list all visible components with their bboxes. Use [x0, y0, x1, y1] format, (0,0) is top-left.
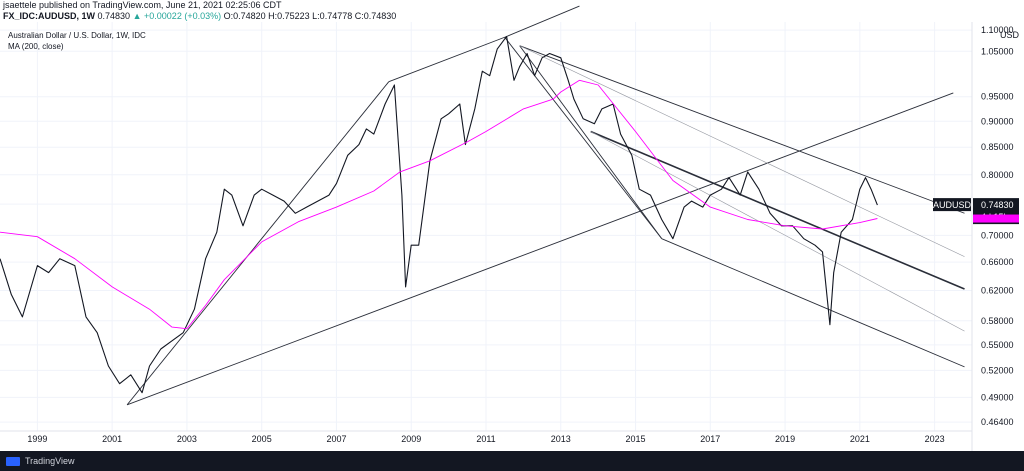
last-price: 0.74830: [97, 11, 131, 21]
ma-price-tag: [973, 214, 1019, 223]
y-tick-label: 0.58000: [981, 316, 1014, 326]
change-icon: ▲: [132, 11, 142, 21]
y-tick-label: 1.10000: [981, 25, 1014, 35]
x-tick-label: 2019: [775, 434, 795, 444]
x-tick-label: 2015: [626, 434, 646, 444]
trendline: [126, 81, 390, 406]
x-tick-label: 2003: [177, 434, 197, 444]
symbol-tag-bg: [933, 198, 971, 212]
legend-title: Australian Dollar / U.S. Dollar, 1W, IDC: [8, 31, 146, 40]
trendline: [126, 92, 954, 406]
x-tick-label: 2007: [326, 434, 346, 444]
trendline: [519, 45, 965, 257]
y-tick-label: 0.55000: [981, 340, 1014, 350]
y-tick-label: 0.90000: [981, 116, 1014, 126]
publisher-line: jsaettele published on TradingView.com, …: [3, 0, 282, 10]
x-tick-label: 2021: [850, 434, 870, 444]
last-price-tag: 0.74830: [981, 200, 1014, 210]
trendline: [388, 36, 505, 83]
y-tick-label: 1.05000: [981, 46, 1014, 56]
trendlines: [126, 5, 965, 406]
x-tick-label: 2001: [102, 434, 122, 444]
trendline: [590, 131, 965, 332]
trendline: [590, 130, 965, 290]
tradingview-logo-icon: [6, 457, 20, 467]
y-tick-label: 0.46400: [981, 417, 1014, 427]
price-change: +0.00022 (+0.03%): [144, 11, 222, 21]
time-axis[interactable]: 1999 2001 2003 2005 2007 2009 2011 2013 2015 2017…: [27, 434, 944, 444]
legend-indicator[interactable]: MA (200, close): [8, 42, 64, 51]
price-axis[interactable]: 1.10000 1.05000 0.95000 0.90000 0.85000 0.800…: [981, 25, 1014, 427]
ma-line: [0, 79, 878, 330]
symbol-tag: AUDUSD: [933, 200, 972, 210]
quote-line: FX_IDC:AUDUSD, 1W 0.74830 ▲ +0.00022 (+0…: [3, 11, 1024, 22]
x-tick-label: 2023: [925, 434, 945, 444]
x-tick-label: 1999: [27, 434, 47, 444]
x-tick-label: 2009: [401, 434, 421, 444]
chart-legend: Australian Dollar / U.S. Dollar, 1W, IDC…: [8, 30, 146, 52]
trendline: [519, 45, 663, 239]
y-tick-label: 0.85000: [981, 142, 1014, 152]
trendline: [504, 5, 580, 38]
y-tick-label: 0.49000: [981, 392, 1014, 402]
y-tick-label: 0.70000: [981, 230, 1014, 240]
x-tick-label: 2005: [252, 434, 272, 444]
header-bar: jsaettele published on TradingView.com, …: [0, 0, 1024, 22]
symbol-label: FX_IDC:AUDUSD, 1W: [3, 11, 96, 21]
x-tick-label: 2011: [476, 434, 495, 444]
y-tick-label: 0.66000: [981, 257, 1014, 267]
footer-bar: TradingView: [0, 451, 1024, 471]
price-line: [0, 35, 878, 394]
series-layer: [0, 35, 878, 394]
trendline: [504, 36, 663, 239]
y-tick-label: 0.62000: [981, 286, 1014, 296]
y-tick-label: 0.95000: [981, 92, 1014, 102]
y-tick-label: 0.80000: [981, 170, 1014, 180]
trendline: [661, 238, 965, 368]
y-tick-label: 0.52000: [981, 365, 1014, 375]
x-tick-label: 2017: [700, 434, 720, 444]
x-tick-label: 2013: [551, 434, 571, 444]
ohlc-values: O:0.74820 H:0.75223 L:0.74778 C:0.74830: [223, 11, 397, 21]
trendline: [519, 45, 965, 214]
grid: [0, 22, 972, 431]
footer-brand[interactable]: TradingView: [25, 456, 75, 466]
currency-label: USD: [1000, 30, 1020, 40]
